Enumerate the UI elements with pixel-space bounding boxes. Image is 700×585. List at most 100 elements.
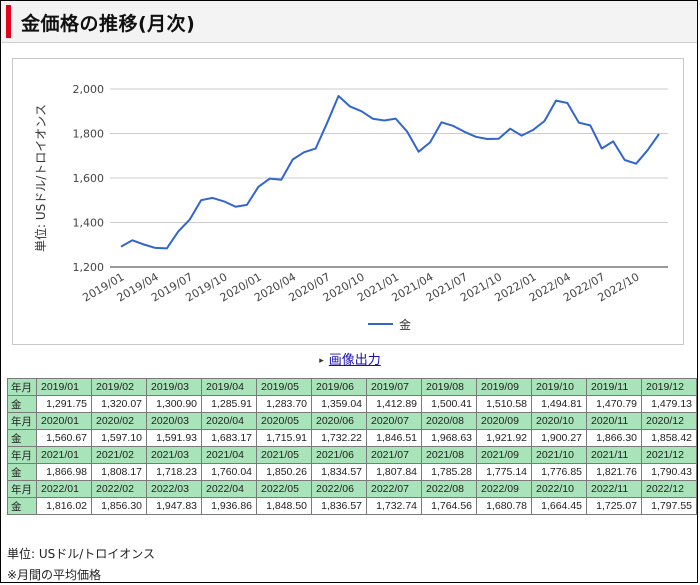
table-month-cell: 2020/01 (36, 412, 92, 430)
table-row-label: 金 (7, 463, 37, 481)
table-month-cell: 2019/02 (91, 378, 147, 396)
export-row: ▸ 画像出力 (0, 349, 700, 368)
table-month-cell: 2022/04 (201, 480, 257, 498)
table-month-cell: 2022/08 (421, 480, 477, 498)
table-value-cell: 1,866.30 (586, 429, 642, 447)
table-header-label: 年月 (7, 412, 37, 430)
y-tick-label: 1,400 (73, 217, 105, 230)
table-value-cell: 1,732.74 (366, 497, 422, 515)
table-value-cell: 1,797.55 (641, 497, 697, 515)
table-month-cell: 2020/02 (91, 412, 147, 430)
table-month-cell: 2021/07 (366, 446, 422, 464)
data-point (223, 200, 226, 203)
table-month-cell: 2021/02 (91, 446, 147, 464)
data-point (348, 105, 351, 108)
table-row-label: 金 (7, 429, 37, 447)
data-point (497, 137, 500, 140)
data-point (337, 94, 340, 97)
table-header-row: 年月 2019/01 2019/02 2019/03 2019/04 2019/05 201… (7, 378, 697, 396)
table-month-cell: 2020/10 (531, 412, 587, 430)
data-point (154, 246, 157, 249)
table-value-cell: 1,866.98 (36, 463, 92, 481)
table-value-cell: 1,848.50 (256, 497, 312, 515)
table-value-cell: 1,785.28 (421, 463, 477, 481)
table-value-cell: 1,921.92 (476, 429, 532, 447)
table-month-cell: 2022/07 (366, 480, 422, 498)
table-month-cell: 2019/08 (421, 378, 477, 396)
table-month-cell: 2020/09 (476, 412, 532, 430)
table-month-cell: 2022/09 (476, 480, 532, 498)
data-point (188, 218, 191, 221)
table-value-cell: 1,560.67 (36, 429, 92, 447)
table-month-cell: 2021/10 (531, 446, 587, 464)
average-note: ※月間の平均価格 (7, 568, 102, 582)
data-point (600, 147, 603, 150)
table-month-cell: 2020/08 (421, 412, 477, 430)
data-point (451, 124, 454, 127)
data-point (429, 141, 432, 144)
table-month-cell: 2019/05 (256, 378, 312, 396)
data-point (303, 151, 306, 154)
data-point (360, 110, 363, 113)
table-value-cell: 1,821.76 (586, 463, 642, 481)
table-value-cell: 1,285.91 (201, 395, 257, 413)
table-value-cell: 1,775.14 (476, 463, 532, 481)
table-value-cell: 1,664.45 (531, 497, 587, 515)
table-value-cell: 1,359.04 (311, 395, 367, 413)
price-table: 年月 2019/01 2019/02 2019/03 2019/04 2019/05 201… (7, 378, 697, 515)
data-point (383, 119, 386, 122)
data-point (463, 130, 466, 133)
table-month-cell: 2019/11 (586, 378, 642, 396)
table-month-cell: 2021/08 (421, 446, 477, 464)
table-value-cell: 1,494.81 (531, 395, 587, 413)
table-value-cell: 1,683.17 (201, 429, 257, 447)
table-value-cell: 1,947.83 (146, 497, 202, 515)
data-point (268, 177, 271, 180)
table-value-row: 金 1,291.75 1,320.07 1,300.90 1,285.91 1,283.7… (7, 395, 697, 413)
table-value-cell: 1,936.86 (201, 497, 257, 515)
y-tick-label: 2,000 (73, 83, 105, 96)
data-point (257, 185, 260, 188)
data-point (646, 149, 649, 152)
table-value-cell: 1,856.30 (91, 497, 147, 515)
table-month-cell: 2022/10 (531, 480, 587, 498)
data-point (486, 138, 489, 141)
table-month-cell: 2020/11 (586, 412, 642, 430)
table-month-cell: 2019/06 (311, 378, 367, 396)
table-value-cell: 1,479.13 (641, 395, 697, 413)
data-point (234, 205, 237, 208)
data-point (291, 158, 294, 161)
table-month-cell: 2019/07 (366, 378, 422, 396)
data-point (554, 99, 557, 102)
export-image-link[interactable]: 画像出力 (328, 353, 381, 368)
table-value-cell: 1,412.89 (366, 395, 422, 413)
table-month-cell: 2021/05 (256, 446, 312, 464)
table-month-cell: 2021/06 (311, 446, 367, 464)
table-month-cell: 2022/02 (91, 480, 147, 498)
table-month-cell: 2022/05 (256, 480, 312, 498)
table-month-cell: 2022/12 (641, 480, 697, 498)
table-value-cell: 1,808.17 (91, 463, 147, 481)
data-point (371, 117, 374, 120)
chevron-right-icon: ▸ (319, 356, 324, 366)
table-month-cell: 2021/09 (476, 446, 532, 464)
table-value-cell: 1,718.23 (146, 463, 202, 481)
data-point (440, 121, 443, 124)
data-point (314, 147, 317, 150)
data-point (658, 133, 661, 136)
table-value-cell: 1,510.58 (476, 395, 532, 413)
table-value-cell: 1,715.91 (256, 429, 312, 447)
table-value-cell: 1,836.57 (311, 497, 367, 515)
table-month-cell: 2019/10 (531, 378, 587, 396)
data-point (280, 178, 283, 181)
table-value-row: 金 1,560.67 1,597.10 1,591.93 1,683.17 1,715.9… (7, 429, 697, 447)
table-value-cell: 1,968.63 (421, 429, 477, 447)
table-value-cell: 1,725.07 (586, 497, 642, 515)
table-value-row: 金 1,866.98 1,808.17 1,718.23 1,760.04 1,850.2… (7, 463, 697, 481)
table-header-row: 年月 2020/01 2020/02 2020/03 2020/04 2020/05 202… (7, 412, 697, 430)
data-point (543, 119, 546, 122)
data-point (566, 102, 569, 105)
table-month-cell: 2021/12 (641, 446, 697, 464)
table-value-cell: 1,834.57 (311, 463, 367, 481)
